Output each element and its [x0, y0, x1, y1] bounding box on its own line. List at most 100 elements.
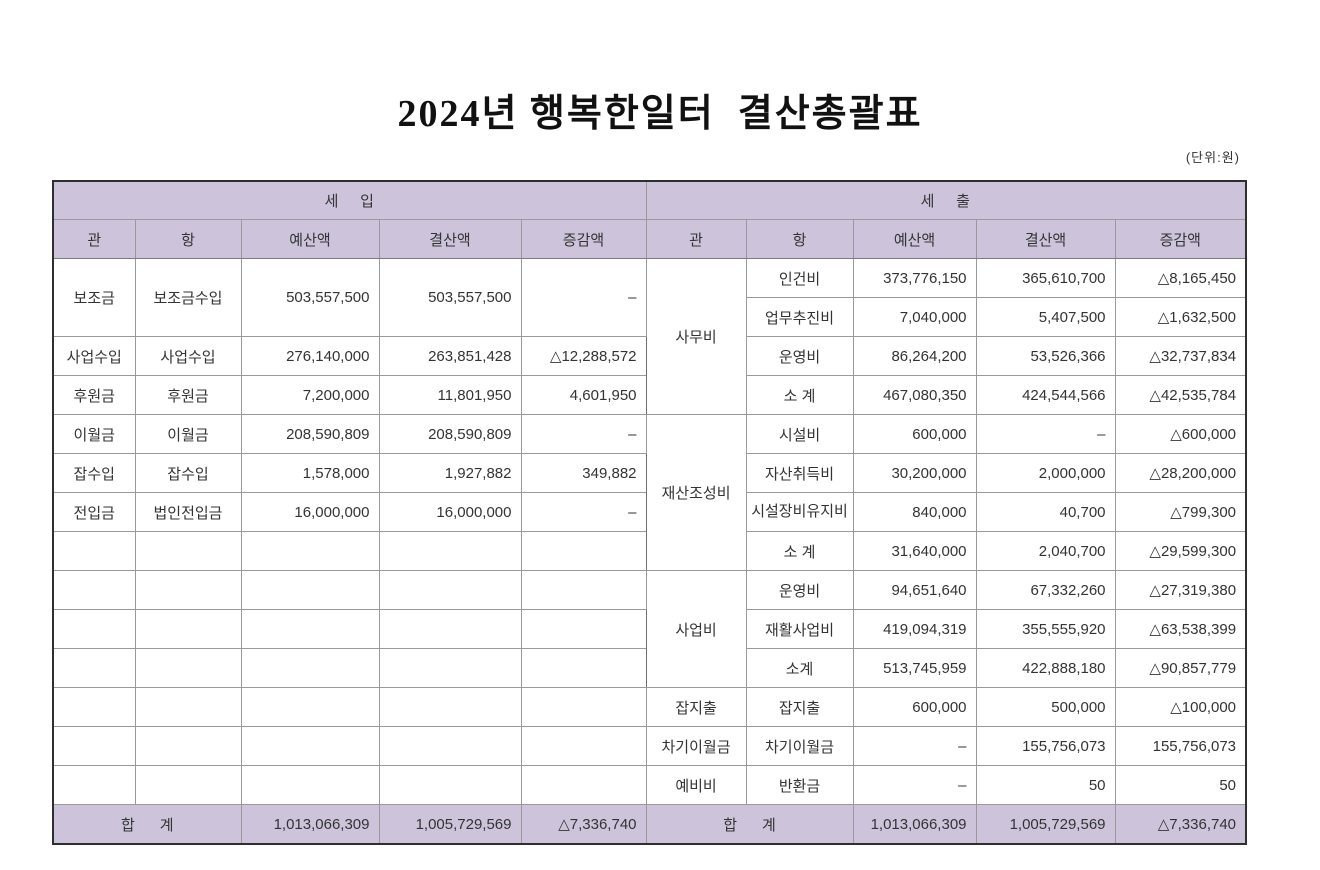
- expenditure-budget-cell: 419,094,319: [852, 609, 977, 649]
- expenditure-budget-cell: 600,000: [852, 687, 977, 727]
- expenditure-diff-cell: △29,599,300: [1114, 531, 1247, 571]
- empty-cell: [240, 726, 380, 766]
- expenditure-budget-cell: 7,040,000: [852, 297, 977, 337]
- revenue-section-header: 세 입: [52, 180, 647, 220]
- expenditure-subtotal-label-cell: 소 계: [745, 375, 854, 415]
- table-row: 예비비 반환금 – 50 50: [52, 765, 1247, 805]
- expenditure-budget-cell: 373,776,150: [852, 258, 977, 298]
- revenue-total-label: 합 계: [52, 804, 242, 845]
- expenditure-settlement-cell: 67,332,260: [975, 570, 1116, 610]
- expenditure-budget-cell: 86,264,200: [852, 336, 977, 376]
- empty-cell: [52, 531, 136, 571]
- revenue-hang-cell: 이월금: [134, 414, 242, 454]
- expenditure-settlement-cell: 155,756,073: [975, 726, 1116, 766]
- expenditure-hang-cell: 차기이월금: [745, 726, 854, 766]
- revenue-settlement-cell: 503,557,500: [378, 258, 522, 337]
- expenditure-diff-cell: △32,737,834: [1114, 336, 1247, 376]
- expenditure-total-diff: △7,336,740: [1114, 804, 1247, 845]
- revenue-diff-cell: 349,882: [520, 453, 647, 493]
- table-row: 재활사업비 419,094,319 355,555,920 △63,538,39…: [52, 609, 1247, 649]
- empty-cell: [134, 570, 242, 610]
- expenditure-hang-cell: 잡지출: [745, 687, 854, 727]
- expenditure-gwan-cell: 사무비: [645, 258, 747, 415]
- table-row: 소 계 31,640,000 2,040,700 △29,599,300: [52, 531, 1247, 571]
- empty-cell: [378, 765, 522, 805]
- expenditure-diff-cell: △600,000: [1114, 414, 1247, 454]
- empty-cell: [240, 648, 380, 688]
- expenditure-total-settlement: 1,005,729,569: [975, 804, 1116, 845]
- expenditure-diff-cell: △28,200,000: [1114, 453, 1247, 493]
- revenue-settlement-cell: 16,000,000: [378, 492, 522, 532]
- expenditure-settlement-cell: 53,526,366: [975, 336, 1116, 376]
- expenditure-total-budget: 1,013,066,309: [852, 804, 977, 845]
- revenue-hang-cell: 사업수입: [134, 336, 242, 376]
- expenditure-budget-cell: 467,080,350: [852, 375, 977, 415]
- empty-cell: [134, 687, 242, 727]
- empty-cell: [378, 531, 522, 571]
- table-row: 차기이월금 차기이월금 – 155,756,073 155,756,073: [52, 726, 1247, 766]
- expenditure-settlement-cell: 5,407,500: [975, 297, 1116, 337]
- table-row: 전입금 법인전입금 16,000,000 16,000,000 – 시설장비유지…: [52, 492, 1247, 532]
- revenue-col-diff: 증감액: [520, 219, 647, 259]
- revenue-budget-cell: 503,557,500: [240, 258, 380, 337]
- expenditure-diff-cell: △27,319,380: [1114, 570, 1247, 610]
- unit-label: (단위:원): [1185, 150, 1240, 165]
- revenue-diff-cell: 4,601,950: [520, 375, 647, 415]
- revenue-diff-cell: –: [520, 258, 647, 337]
- expenditure-hang-cell: 시설장비유지비: [745, 492, 854, 532]
- empty-cell: [520, 648, 647, 688]
- revenue-total-budget: 1,013,066,309: [240, 804, 380, 845]
- table-row: 업무추진비 7,040,000 5,407,500 △1,632,500: [53, 297, 1247, 337]
- revenue-settlement-cell: 1,927,882: [378, 453, 522, 493]
- revenue-total-settlement: 1,005,729,569: [378, 804, 522, 845]
- expenditure-gwan-cell: 사업비: [645, 570, 747, 688]
- expenditure-budget-cell: 31,640,000: [852, 531, 977, 571]
- expenditure-budget-cell: 94,651,640: [852, 570, 977, 610]
- expenditure-budget-cell: 30,200,000: [852, 453, 977, 493]
- expenditure-settlement-cell: 50: [975, 765, 1116, 805]
- revenue-col-settlement: 결산액: [378, 219, 522, 259]
- page-title: 2024년 행복한일터 결산총괄표: [397, 93, 923, 135]
- expenditure-settlement-cell: 2,040,700: [975, 531, 1116, 571]
- expenditure-settlement-cell: 2,000,000: [975, 453, 1116, 493]
- empty-cell: [134, 648, 242, 688]
- expenditure-diff-cell: △42,535,784: [1114, 375, 1247, 415]
- revenue-col-gwan: 관: [52, 219, 136, 259]
- expenditure-hang-cell: 자산취득비: [745, 453, 854, 493]
- table-row: 후원금 후원금 7,200,000 11,801,950 4,601,950 소…: [52, 375, 1247, 415]
- empty-cell: [52, 765, 136, 805]
- empty-cell: [378, 648, 522, 688]
- empty-cell: [134, 765, 242, 805]
- expenditure-hang-cell: 재활사업비: [745, 609, 854, 649]
- revenue-col-budget: 예산액: [240, 219, 380, 259]
- empty-cell: [378, 570, 522, 610]
- revenue-budget-cell: 208,590,809: [240, 414, 380, 454]
- expenditure-hang-cell: 반환금: [745, 765, 854, 805]
- revenue-gwan-cell: 후원금: [52, 375, 136, 415]
- expenditure-settlement-cell: 424,544,566: [975, 375, 1116, 415]
- expenditure-gwan-cell: 재산조성비: [645, 414, 747, 571]
- empty-cell: [52, 570, 136, 610]
- table-row: 사업비 운영비 94,651,640 67,332,260 △27,319,38…: [52, 570, 1247, 688]
- table-row: 잡지출 잡지출 600,000 500,000 △100,000: [52, 687, 1247, 727]
- expenditure-subtotal-label-cell: 소 계: [745, 531, 854, 571]
- revenue-budget-cell: 1,578,000: [240, 453, 380, 493]
- empty-cell: [378, 687, 522, 727]
- revenue-settlement-cell: 11,801,950: [378, 375, 522, 415]
- revenue-gwan-cell: 보조금: [52, 258, 136, 337]
- expenditure-gwan-cell: 잡지출: [645, 687, 747, 727]
- empty-cell: [520, 726, 647, 766]
- expenditure-col-hang: 항: [745, 219, 854, 259]
- expenditure-col-gwan: 관: [645, 219, 747, 259]
- revenue-gwan-cell: 전입금: [52, 492, 136, 532]
- expenditure-section-header: 세 출: [645, 180, 1247, 220]
- revenue-hang-cell: 잡수입: [134, 453, 242, 493]
- empty-cell: [240, 609, 380, 649]
- expenditure-diff-cell: △1,632,500: [1114, 297, 1247, 337]
- revenue-diff-cell: –: [520, 492, 647, 532]
- expenditure-total-label: 합 계: [645, 804, 854, 845]
- expenditure-hang-cell: 시설비: [745, 414, 854, 454]
- revenue-diff-cell: △12,288,572: [520, 336, 647, 376]
- revenue-budget-cell: 276,140,000: [240, 336, 380, 376]
- empty-cell: [240, 765, 380, 805]
